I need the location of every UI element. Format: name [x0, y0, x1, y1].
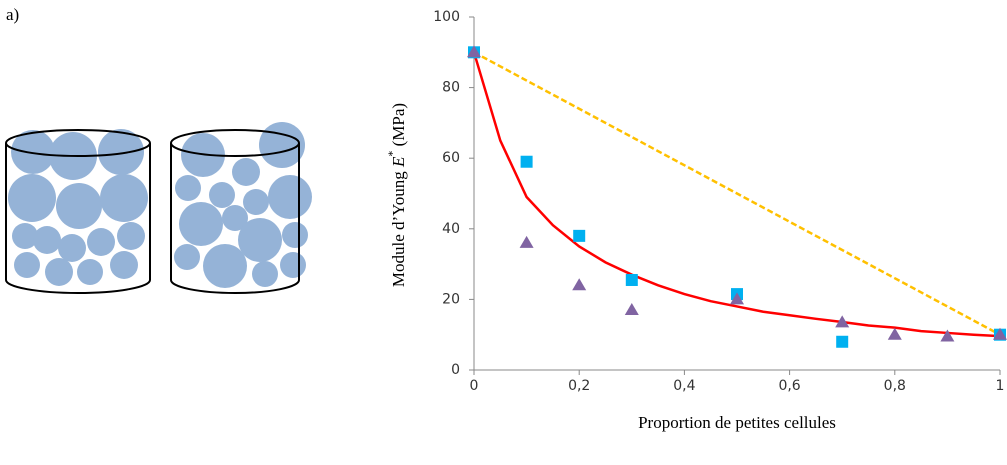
y-tick-label: 40 — [442, 221, 460, 237]
square-marker — [625, 273, 638, 286]
y-title-superscript: * — [385, 151, 399, 157]
y-tick-label: 100 — [433, 9, 460, 25]
triangle-marker — [940, 329, 955, 342]
curve — [473, 51, 1001, 336]
x-tick-label: 0 — [470, 378, 479, 394]
triangle-marker — [835, 315, 850, 328]
triangle-marker — [887, 327, 902, 340]
x-tick-label: 0,4 — [673, 378, 695, 394]
x-tick-label: 0,2 — [568, 378, 590, 394]
y-tick-label: 0 — [451, 362, 460, 378]
panel-label: a) — [6, 5, 19, 24]
triangle-marker — [572, 278, 587, 291]
triangle-marker — [993, 327, 1007, 340]
cylinder-large-cells — [5, 129, 151, 294]
x-tick-label: 0,8 — [884, 378, 906, 394]
triangle-marker — [467, 45, 481, 58]
square-marker — [836, 335, 849, 348]
x-tick-label: 1 — [996, 378, 1005, 394]
triangle-marker — [730, 292, 744, 305]
curve — [472, 51, 1001, 338]
triangle-marker — [624, 302, 639, 315]
cylinder-mixed-cells — [170, 122, 312, 294]
y-title-symbol: E — [389, 156, 408, 168]
y-axis-title: Module d’Young E* (MPa) — [385, 103, 408, 287]
y-tick-label: 80 — [442, 80, 460, 96]
square-marker — [573, 229, 586, 242]
triangle-marker — [519, 235, 534, 248]
square-marker — [520, 155, 533, 168]
y-title-prefix: Module d’Young — [389, 167, 408, 287]
y-tick-label: 20 — [442, 291, 460, 307]
y-tick-label: 60 — [442, 150, 460, 166]
y-title-unit: (MPa) — [389, 103, 408, 151]
x-tick-label: 0,6 — [778, 378, 800, 394]
x-axis-title: Proportion de petites cellules — [638, 413, 836, 432]
